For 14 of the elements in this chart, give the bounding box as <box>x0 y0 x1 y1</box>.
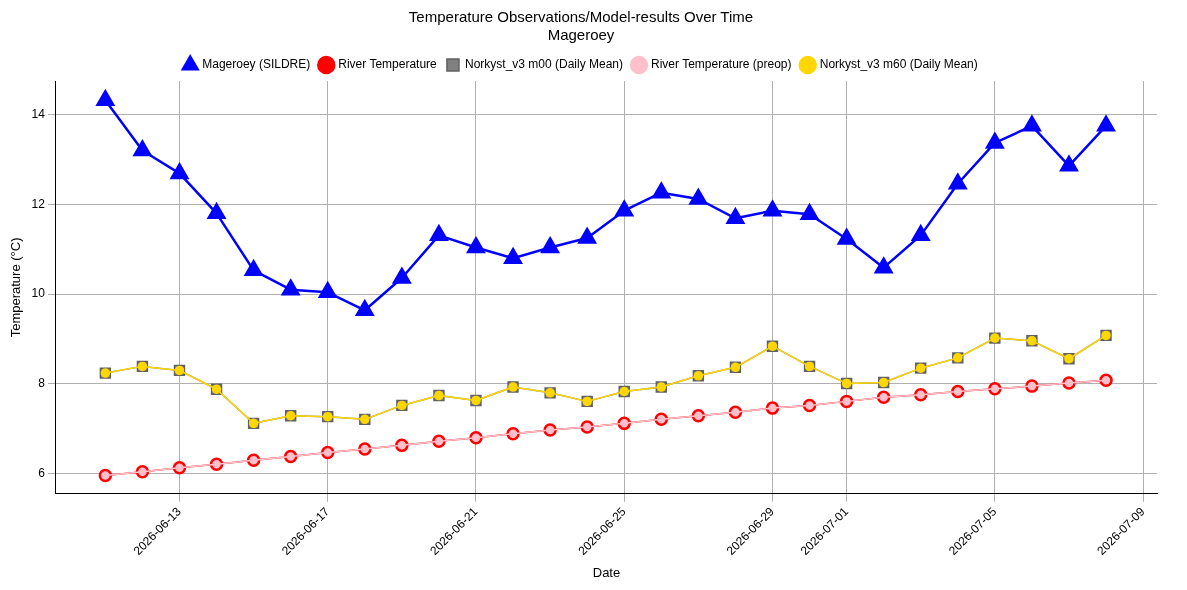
chart-subtitle: Mageroey <box>547 26 615 44</box>
x-axis-title: Date <box>592 564 621 580</box>
y-tick-label: 6 <box>38 465 46 480</box>
legend-label: Mageroey (SILDRE) <box>202 57 311 72</box>
y-axis-title: Temperature (°C) <box>8 237 24 338</box>
y-tick-label: 14 <box>31 106 46 121</box>
legend-label: Norkyst_v3 m00 (Daily Mean) <box>464 57 624 72</box>
legend-label: River Temperature <box>338 57 438 72</box>
y-tick-label: 8 <box>38 376 46 391</box>
chart-title: Temperature Observations/Model-results Over Time <box>408 8 754 26</box>
legend-label: Norkyst_v3 m60 (Daily Mean) <box>819 57 978 72</box>
y-tick-label: 10 <box>31 286 46 301</box>
legend-label: River Temperature (preop) <box>651 57 792 72</box>
y-tick-label: 12 <box>31 196 46 211</box>
